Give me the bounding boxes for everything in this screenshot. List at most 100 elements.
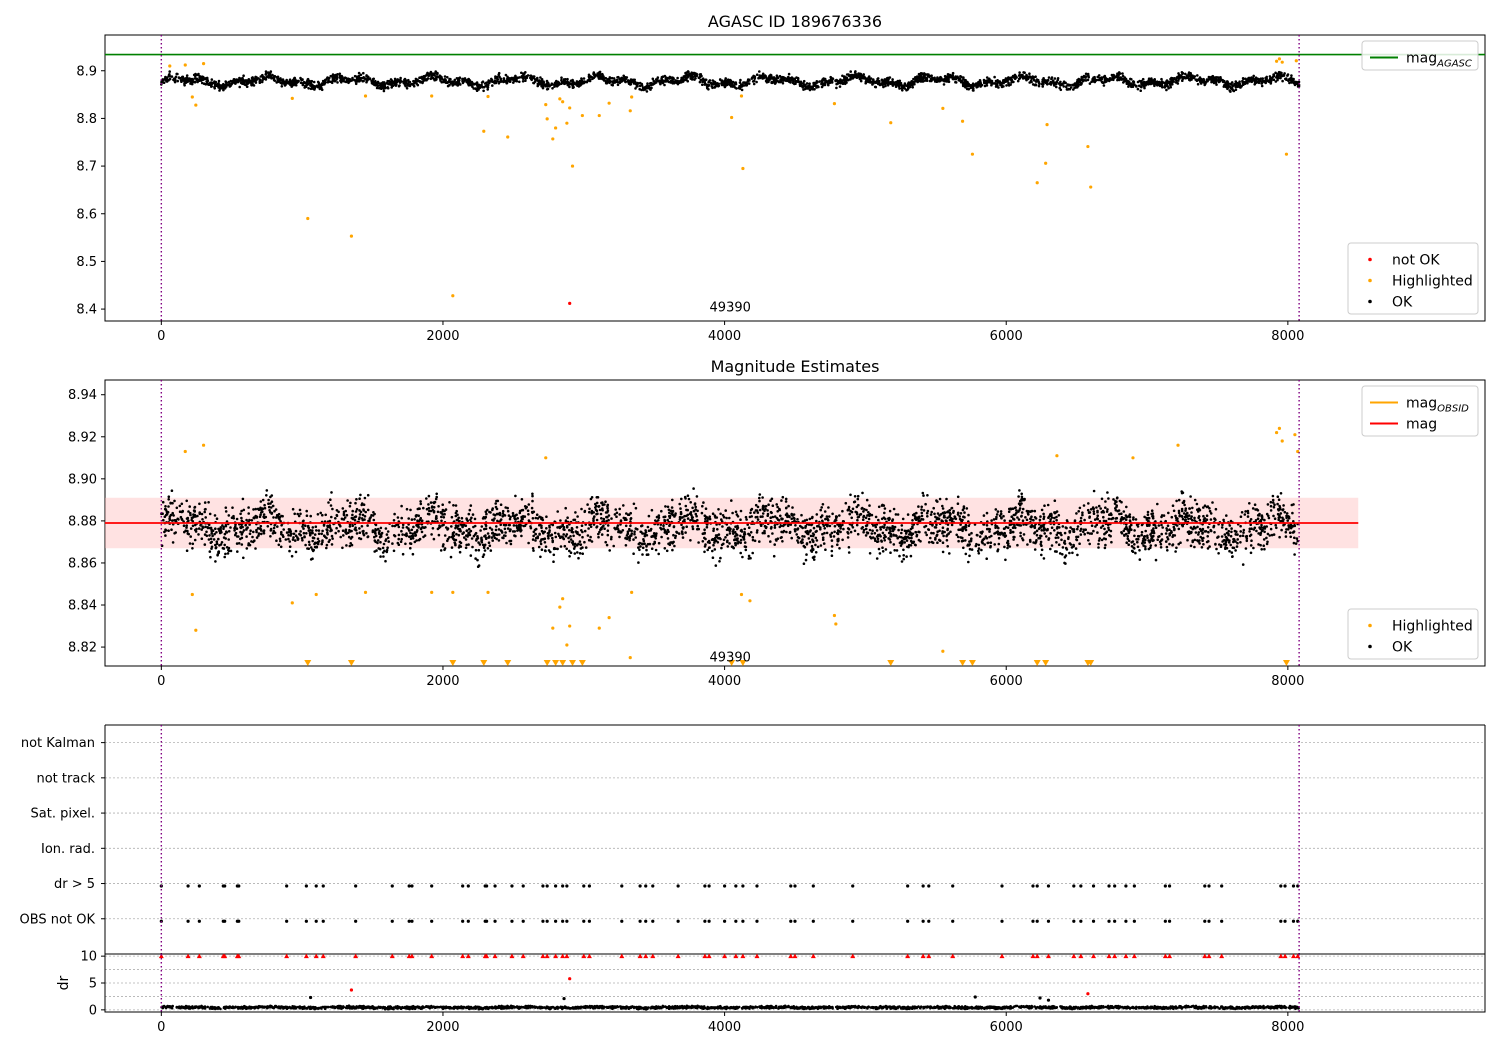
dr-dr-clipped-triangle-marker (1295, 953, 1301, 959)
chart-title-magnitude: Magnitude Estimates (711, 357, 880, 376)
flags-ion-rad--point (1000, 884, 1004, 888)
flags-ion-rad--point (1072, 884, 1076, 888)
dr-dr-clipped-triangle-marker (999, 953, 1005, 959)
magnitude-highlighted-point (544, 456, 548, 460)
flags-dr-5-point (545, 919, 549, 923)
flags-dr-5-point (521, 919, 525, 923)
agasc-highlighted-point (544, 102, 548, 107)
agasc-x-tick-label: 2000 (426, 329, 459, 344)
dr-dr-clipped-triangle-marker (520, 953, 526, 959)
dr-dr-clipped-triangle-marker (619, 953, 625, 959)
dr-ok-points (160, 1004, 1300, 1011)
dr-dr-clipped-triangle-marker (1112, 953, 1118, 959)
flags-ion-rad--point (565, 884, 569, 888)
dr-dr-not-ok-point (568, 977, 572, 981)
dr-dr-clipped-triangle-marker (926, 953, 932, 959)
flags-ion-rad--point (741, 884, 745, 888)
magnitude-highlighted-point (1280, 439, 1284, 443)
dr-dr-clipped-triangle-marker (1123, 953, 1129, 959)
magnitude-below-axis-triangle-marker (559, 660, 567, 666)
flags-dr-5-point (793, 919, 797, 923)
flags-ion-rad--point (1124, 884, 1128, 888)
magnitude-below-axis-triangle-marker (552, 660, 560, 666)
flags-dr-5-point (1207, 919, 1211, 923)
flags-dr-5-point (1031, 919, 1035, 923)
dr-dr-clipped-triangle-marker (643, 953, 649, 959)
flags-ion-rad--point (461, 884, 465, 888)
flags-category-label: Ion. rad. (41, 842, 95, 857)
flags-ion-rad--point (1207, 884, 1211, 888)
flags-ion-rad--point (541, 884, 545, 888)
agasc-bottom-right-legend-label: OK (1392, 295, 1413, 311)
dr-dr-outliers-point (308, 995, 313, 1000)
flags-ion-rad--point (521, 884, 525, 888)
dr-dr-outliers-point (562, 996, 566, 1001)
agasc-bottom-right-legend-label: Highlighted (1392, 274, 1473, 290)
dr-dr-outliers-point (1046, 998, 1051, 1002)
flags-dr-5-point (485, 919, 489, 923)
magnitude-highlighted-point (430, 590, 434, 594)
dr-dr-outliers-point (1038, 996, 1042, 1000)
flags-dr-5-point (390, 919, 394, 923)
flags-dr-5-point (722, 919, 727, 923)
magnitude-highlighted-point (597, 626, 601, 630)
magnitude-annotation: 49390 (710, 651, 751, 666)
dr-y-tick-label: 5 (89, 977, 97, 992)
flags-ion-rad--point (734, 884, 738, 888)
agasc-highlighted-point (597, 113, 601, 118)
flags-ion-rad--point (314, 884, 318, 888)
agasc-highlighted-point (201, 62, 206, 66)
flags-ion-rad--point (722, 884, 727, 888)
magnitude-highlighted-point (941, 649, 945, 653)
dr-dr-clipped-triangle-marker (1162, 953, 1168, 959)
flags-ion-rad--point (554, 884, 558, 888)
agasc-highlighted-point (580, 113, 584, 118)
magnitude-highlighted-point (1131, 456, 1135, 460)
agasc-highlighted-point (290, 96, 294, 100)
flags-ion-rad--point (620, 884, 624, 888)
flags-ion-rad--point (1167, 884, 1172, 888)
dr-dr-clipped-triangle-marker (905, 953, 911, 959)
magnitude-x-tick-label: 2000 (426, 674, 459, 689)
dr-dr-clipped-triangle-marker (465, 953, 471, 959)
dr-dr-clipped-triangle-marker (1078, 953, 1084, 959)
flags-dr-5-point (1035, 919, 1039, 923)
dr-dr-clipped-triangle-marker (389, 953, 395, 959)
dr-dr-clipped-triangle-marker (950, 953, 956, 959)
flags-dr-5-point (354, 919, 358, 923)
dr-dr-clipped-triangle-marker (544, 953, 550, 959)
dr-dr-clipped-triangle-marker (236, 953, 242, 959)
flags-dr-5-point (321, 919, 325, 923)
dr-dr-clipped-triangle-marker (492, 953, 498, 959)
flags-ion-rad--point (410, 884, 414, 888)
magnitude-bottom-right-legend-box (1347, 608, 1479, 660)
dr-dr-clipped-triangle-marker (722, 953, 728, 959)
flags-dr-5-point (554, 919, 558, 923)
agasc-bottom-right-legend-label: not OK (1392, 253, 1440, 269)
magnitude-y-tick-label: 8.94 (68, 388, 97, 403)
magnitude-bottom-right-legend-swatch (1368, 644, 1372, 649)
dr-dr-clipped-triangle-marker (1106, 953, 1112, 959)
agasc-highlighted-point (551, 137, 555, 141)
magnitude-below-axis-triangle-marker (1087, 660, 1095, 666)
flags-category-label: dr > 5 (54, 877, 95, 892)
dr-dr-clipped-triangle-marker (158, 953, 164, 959)
magnitude-below-axis-triangle-marker (504, 660, 512, 666)
flags-dr-5-point (304, 919, 308, 923)
agasc-y-tick-label: 8.8 (76, 112, 97, 127)
flags-dr-5-point (582, 919, 586, 923)
flags-ion-rad--point (755, 884, 759, 888)
flags-dr-5-point (927, 919, 931, 923)
dr-dr-clipped-triangle-marker (222, 953, 228, 959)
dr-dr-clipped-triangle-marker (1045, 953, 1051, 959)
magnitude-y-tick-label: 8.88 (68, 514, 97, 529)
flags-ion-rad--point (927, 884, 931, 888)
agasc-highlighted-point (565, 121, 569, 125)
dr-dr-clipped-triangle-marker (1034, 953, 1040, 959)
magnitude-below-axis-triangle-marker (480, 660, 488, 666)
flags-dr-5-point (620, 919, 624, 923)
flags-ion-rad--point (466, 884, 470, 888)
dr-dr-clipped-triangle-marker (650, 953, 656, 959)
magnitude-highlighted-point (451, 590, 455, 594)
agasc-highlighted-point (832, 102, 837, 106)
